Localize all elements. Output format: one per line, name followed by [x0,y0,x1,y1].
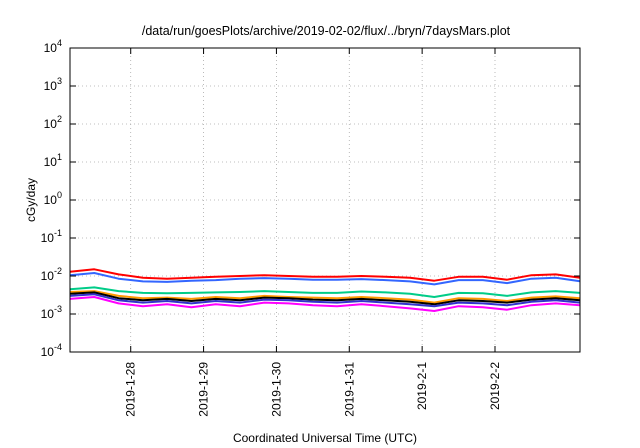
series-line-7 [69,296,581,312]
y-tick-label: 100 [44,190,62,207]
series-line-2 [69,272,581,286]
x-tick-label: 2019-2-2 [488,362,502,410]
series-line-4 [69,290,581,304]
series-line-5 [69,291,581,306]
x-axis: 2019-1-28 2019-1-29 2019-1-30 2019-1-31 2019… [124,48,502,417]
x-tick-label: 2019-2-1 [415,362,429,410]
series-group [69,268,581,312]
x-tick-label: 2019-1-29 [197,362,211,417]
series-line-1 [69,268,581,282]
y-tick-label: 104 [44,38,62,55]
y-tick-label: 10-4 [41,342,62,359]
series-line-3 [69,286,581,298]
grid [70,48,580,352]
y-tick-label: 101 [44,152,62,169]
x-tick-label: 2019-1-30 [269,362,283,417]
x-axis-label: Coordinated Universal Time (UTC) [233,431,417,445]
y-axis: 10-4 10-3 10-2 10-1 100 101 102 103 104 [41,38,580,359]
y-axis-label: cGy/day [24,178,38,222]
y-tick-label: 10-2 [41,266,62,283]
x-tick-label: 2019-1-31 [342,362,356,417]
y-tick-label: 102 [44,114,62,131]
y-tick-label: 103 [44,76,62,93]
y-tick-label: 10-3 [41,304,62,321]
series-line-6 [69,293,581,308]
y-tick-label: 10-1 [41,228,62,245]
chart-title: /data/run/goesPlots/archive/2019-02-02/f… [142,24,511,38]
x-tick-label: 2019-1-28 [124,362,138,417]
